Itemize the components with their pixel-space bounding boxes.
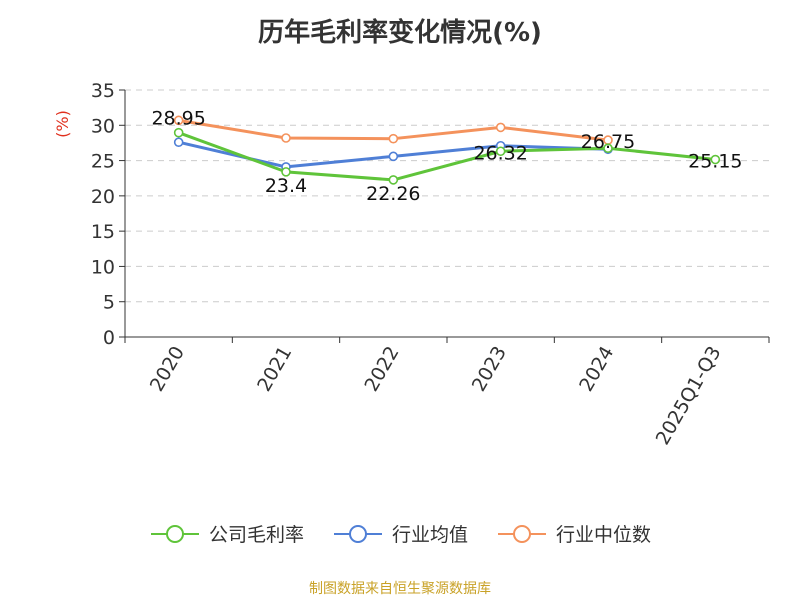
y-tick-label: 0 [103, 327, 115, 349]
legend-circle [348, 524, 367, 543]
grid-lines [125, 89, 769, 303]
y-tick-label: 5 [103, 292, 115, 314]
data-point [388, 175, 399, 185]
legend-label: 行业中位数 [556, 524, 652, 546]
y-tick-label: 35 [91, 80, 115, 102]
data-point [173, 127, 184, 138]
y-axis-label: (%) [53, 110, 72, 138]
x-tick-label: 2022 [360, 343, 403, 396]
series-lines [173, 115, 721, 185]
data-label: 25.15 [688, 151, 742, 173]
data-point [388, 151, 399, 162]
data-labels: 28.95 23.4 22.26 26.32 26.75 25.15 [151, 108, 742, 205]
x-tick-label: 2025Q1-Q3 [652, 343, 726, 449]
x-tick-label: 2020 [146, 343, 189, 396]
legend-label: 公司毛利率 [208, 524, 304, 546]
legend-marker-icon [150, 524, 199, 543]
y-tick-label: 20 [91, 186, 115, 208]
line-chart: (%) 0 5 10 15 20 25 30 35 2020 2021 2022 2023 2024 20… [53, 80, 770, 449]
legend-marker-icon [333, 524, 382, 543]
y-tick-label: 25 [91, 151, 115, 173]
data-point [603, 143, 613, 154]
legend-label: 行业均值 [391, 524, 468, 546]
data-point [173, 115, 184, 126]
data-point [173, 137, 184, 148]
data-point [495, 122, 506, 133]
data-point [495, 146, 506, 157]
data-point [388, 133, 399, 144]
legend-item: 行业中位数 [496, 520, 651, 547]
data-label: 23.4 [265, 175, 307, 197]
legend-item: 公司毛利率 [149, 520, 304, 547]
x-tick-label: 2021 [253, 343, 296, 396]
data-label: 26.75 [581, 131, 635, 153]
series-line [178, 131, 716, 182]
y-tick-label: 10 [91, 256, 115, 278]
data-point [710, 154, 721, 165]
data-label: 28.95 [151, 108, 205, 130]
source-note: 制图数据来自恒生聚源数据库 [309, 581, 491, 597]
legend-circle [513, 524, 531, 543]
y-tick-label: 30 [91, 115, 115, 137]
legend: 公司毛利率 行业均值 行业中位数 [0, 520, 800, 547]
legend-marker-icon [498, 524, 546, 543]
chart-title: 历年毛利率变化情况(%) [258, 18, 542, 48]
data-point [281, 167, 291, 177]
legend-item: 行业均值 [332, 520, 468, 547]
legend-circle [165, 524, 184, 543]
data-point [281, 133, 291, 143]
y-tick-label: 15 [91, 221, 115, 243]
data-label: 26.32 [473, 142, 527, 164]
x-tick-label: 2023 [468, 342, 511, 395]
data-label: 22.26 [366, 183, 420, 205]
x-tick-label: 2024 [575, 343, 618, 396]
